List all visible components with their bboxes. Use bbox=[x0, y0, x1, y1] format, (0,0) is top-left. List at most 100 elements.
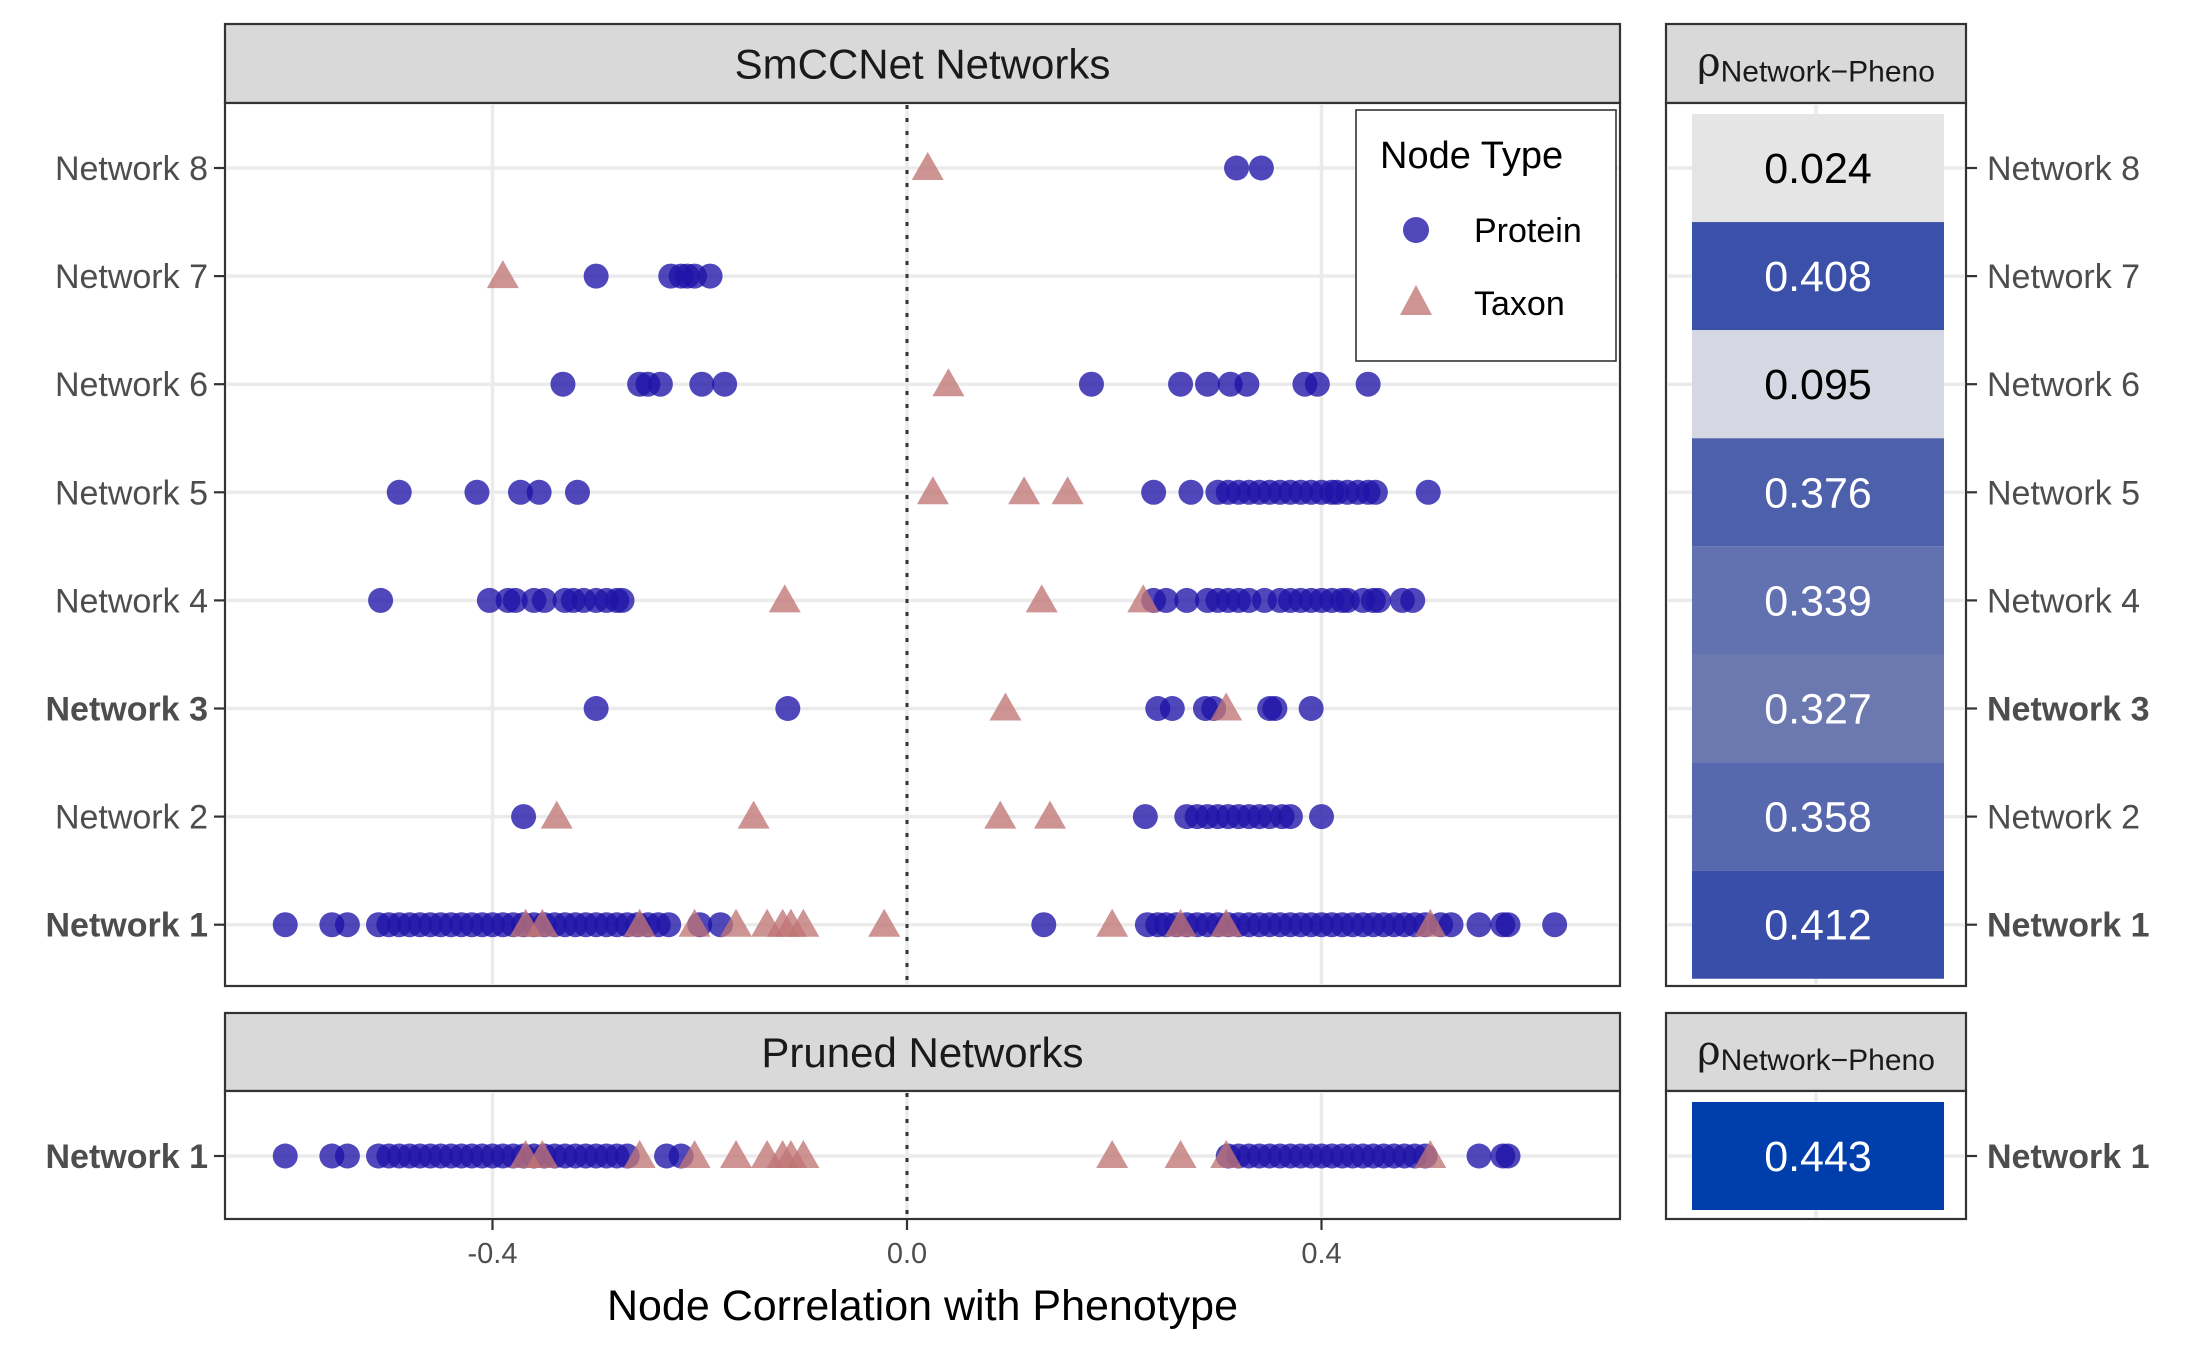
panel-title: SmCCNet Networks bbox=[735, 41, 1111, 88]
network-points bbox=[272, 908, 1568, 938]
taxon-point bbox=[787, 908, 820, 937]
taxon-point bbox=[623, 908, 656, 937]
rho-y-tick-label: Network 6 bbox=[1987, 366, 2140, 404]
protein-point bbox=[531, 587, 557, 613]
protein-point bbox=[1438, 912, 1464, 938]
rho-tile bbox=[1692, 870, 1944, 979]
y-tick-label: Network 6 bbox=[55, 366, 208, 404]
taxon-point bbox=[540, 800, 573, 829]
protein-point bbox=[502, 587, 528, 613]
taxon-point bbox=[1034, 800, 1067, 829]
protein-point bbox=[272, 912, 298, 938]
network-points bbox=[386, 476, 1441, 505]
taxon-point bbox=[486, 260, 519, 289]
protein-point bbox=[647, 371, 673, 397]
protein-point bbox=[609, 587, 635, 613]
protein-point bbox=[1078, 371, 1104, 397]
protein-point bbox=[1362, 479, 1388, 505]
legend-taxon-key bbox=[1400, 285, 1432, 315]
protein-point bbox=[1262, 696, 1288, 721]
rho-strip bbox=[1664, 22, 1968, 105]
y-tick-label: Network 4 bbox=[55, 582, 208, 620]
protein-point bbox=[1542, 912, 1568, 938]
protein-point bbox=[583, 263, 609, 289]
rho-tile bbox=[1692, 438, 1944, 547]
x-tick-label: 0.0 bbox=[887, 1238, 927, 1270]
taxon-point bbox=[868, 908, 901, 937]
panel-title: Pruned Networks bbox=[761, 1029, 1083, 1076]
network-points bbox=[486, 260, 723, 289]
protein-point bbox=[1355, 371, 1381, 397]
network-row: Network 7 Network 7 0.408 bbox=[55, 222, 2140, 331]
rho-header: ρNetwork−Pheno bbox=[1697, 40, 1935, 89]
taxon-point bbox=[916, 476, 949, 505]
rho-tile bbox=[1692, 113, 1944, 223]
rho-value-label: 0.358 bbox=[1764, 794, 1872, 842]
rho-value-label: 0.443 bbox=[1764, 1133, 1872, 1181]
taxon-point bbox=[1210, 908, 1243, 937]
legend-title: Node Type bbox=[1380, 135, 1563, 177]
network-points bbox=[368, 584, 1426, 613]
protein-point bbox=[1400, 587, 1426, 613]
network-points bbox=[911, 152, 1274, 181]
legend: Node Type Protein Taxon bbox=[1355, 109, 1617, 362]
protein-point bbox=[476, 587, 502, 613]
taxon-point bbox=[720, 1140, 753, 1168]
rho-value-label: 0.412 bbox=[1764, 902, 1872, 950]
y-tick-label: Network 2 bbox=[55, 799, 208, 837]
rho-value-label: 0.339 bbox=[1764, 577, 1872, 625]
taxon-point bbox=[787, 1140, 820, 1168]
protein-point bbox=[511, 804, 537, 830]
y-tick-label: Network 5 bbox=[55, 474, 208, 512]
rho-y-tick-label: Network 8 bbox=[1987, 150, 2140, 188]
legend-box bbox=[1355, 109, 1617, 362]
rho-y-tick-label: Network 3 bbox=[1987, 691, 2150, 729]
protein-point bbox=[334, 1143, 360, 1169]
taxon-point bbox=[911, 152, 944, 180]
network-row: Network 1 Network 1 0.412 bbox=[46, 870, 2150, 979]
protein-point bbox=[1234, 371, 1260, 397]
rho-value-label: 0.376 bbox=[1764, 469, 1872, 517]
protein-point bbox=[1466, 912, 1492, 938]
protein-point bbox=[1224, 155, 1250, 181]
network-points bbox=[511, 800, 1334, 830]
protein-point bbox=[1178, 479, 1204, 505]
network-row: Network 2 Network 2 0.358 bbox=[55, 762, 2140, 871]
protein-point bbox=[1153, 587, 1179, 613]
protein-point bbox=[386, 479, 412, 505]
protein-point bbox=[1031, 912, 1057, 938]
rho-y-tick-label: Network 2 bbox=[1987, 799, 2140, 837]
legend-label: Protein bbox=[1474, 212, 1582, 250]
rho-y-tick-label: Network 5 bbox=[1987, 474, 2140, 512]
rho-tile bbox=[1692, 222, 1944, 331]
rho-y-tick-label: Network 1 bbox=[1987, 907, 2150, 945]
x-axis-title: Node Correlation with Phenotype bbox=[607, 1282, 1238, 1330]
protein-point bbox=[1304, 371, 1330, 397]
network-row: Network 6 Network 6 0.095 bbox=[55, 330, 2140, 439]
protein-point bbox=[1495, 1143, 1521, 1169]
network-row: Network 5 Network 5 0.376 bbox=[55, 438, 2140, 547]
taxon-point bbox=[768, 584, 801, 613]
taxon-point bbox=[526, 1140, 559, 1168]
y-tick-label: Network 7 bbox=[55, 258, 208, 296]
rho-y-tick-label: Network 7 bbox=[1987, 258, 2140, 296]
taxon-point bbox=[1008, 476, 1041, 505]
protein-point bbox=[1415, 479, 1441, 505]
protein-point bbox=[1195, 371, 1221, 397]
taxon-point bbox=[1096, 1140, 1129, 1168]
x-tick-label: 0.4 bbox=[1301, 1238, 1341, 1270]
rho-header: ρNetwork−Pheno bbox=[1697, 1028, 1935, 1077]
network-points bbox=[583, 692, 1324, 721]
taxon-point bbox=[1127, 584, 1160, 613]
taxon-point bbox=[678, 1140, 711, 1168]
protein-point bbox=[1248, 155, 1274, 181]
protein-point bbox=[656, 912, 682, 938]
protein-point bbox=[712, 371, 738, 397]
protein-point bbox=[689, 371, 715, 397]
protein-point bbox=[1309, 804, 1334, 830]
rho-tile bbox=[1692, 546, 1944, 655]
protein-point bbox=[775, 696, 801, 721]
panels: SmCCNet Networks ρNetwork−Pheno Network 8 N… bbox=[46, 22, 2150, 1221]
taxon-point bbox=[1210, 1140, 1243, 1168]
